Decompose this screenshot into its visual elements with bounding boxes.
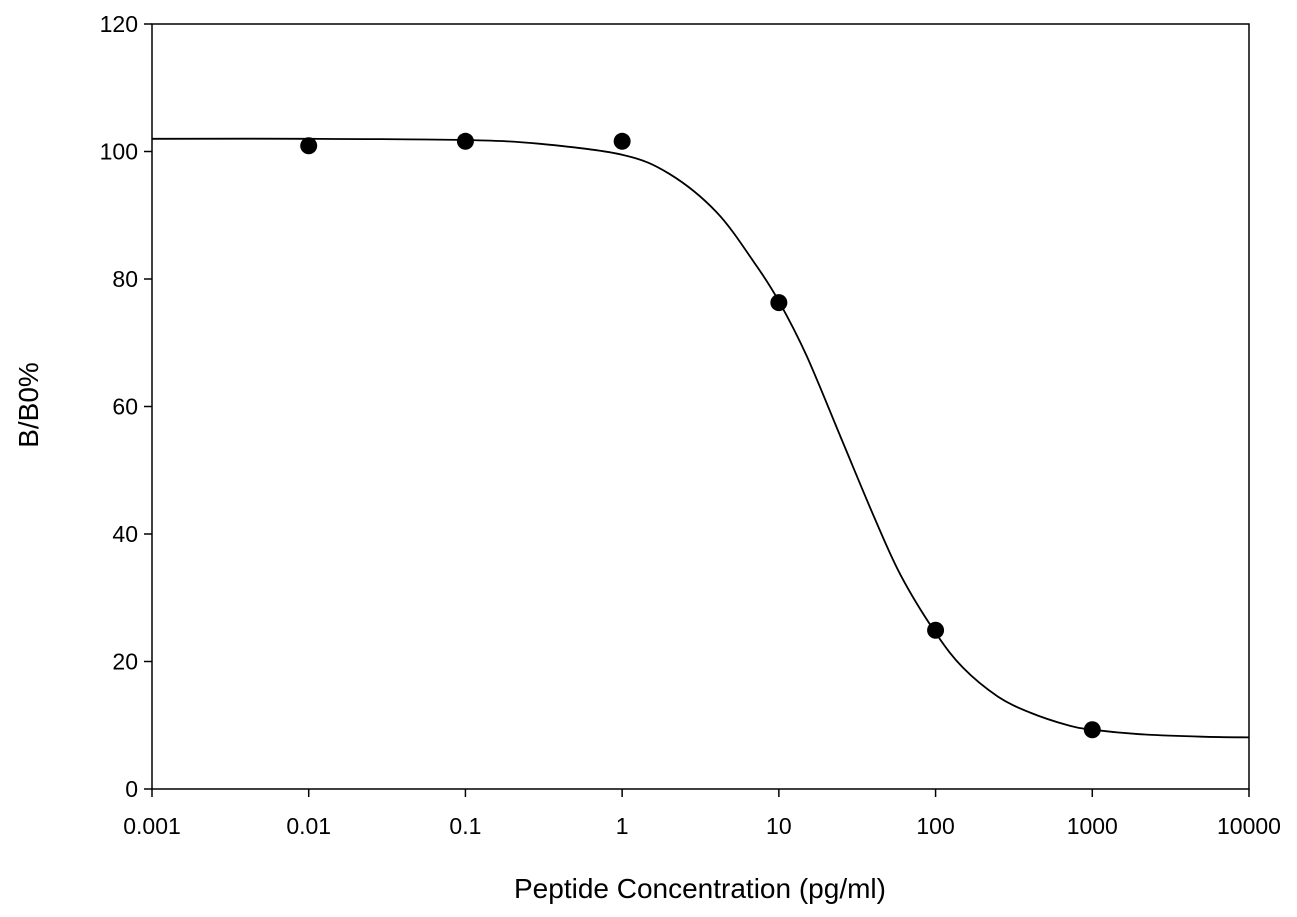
y-axis-ticks: 0 20 40 60 80 100 120 bbox=[100, 11, 152, 802]
y-axis-title: B/B0% bbox=[13, 362, 44, 448]
data-point bbox=[927, 621, 945, 639]
data-point bbox=[300, 137, 318, 155]
x-tick-label: 0.01 bbox=[286, 813, 331, 839]
data-point bbox=[613, 132, 631, 150]
x-tick-label: 100 bbox=[916, 813, 954, 839]
data-point bbox=[770, 294, 788, 312]
x-tick-label: 1 bbox=[616, 813, 629, 839]
y-tick-label: 100 bbox=[100, 139, 138, 165]
x-tick-label: 0.001 bbox=[123, 813, 181, 839]
y-tick-label: 120 bbox=[100, 11, 138, 37]
x-tick-label: 1000 bbox=[1067, 813, 1118, 839]
data-points bbox=[300, 132, 1101, 739]
data-point bbox=[1083, 721, 1101, 739]
plot-area bbox=[151, 23, 1250, 790]
x-tick-label: 0.1 bbox=[449, 813, 481, 839]
x-axis-title: Peptide Concentration (pg/ml) bbox=[514, 873, 886, 904]
x-tick-label: 10 bbox=[766, 813, 792, 839]
y-tick-label: 80 bbox=[112, 266, 138, 292]
y-tick-label: 0 bbox=[125, 776, 138, 802]
y-tick-label: 40 bbox=[112, 521, 138, 547]
fit-curve bbox=[151, 137, 1250, 739]
y-tick-label: 20 bbox=[112, 649, 138, 675]
x-axis-ticks: 0.001 0.01 0.1 1 10 100 1000 10000 bbox=[123, 789, 1281, 839]
x-tick-label: 10000 bbox=[1217, 813, 1281, 839]
y-tick-label: 60 bbox=[112, 394, 138, 420]
data-point bbox=[456, 132, 474, 150]
